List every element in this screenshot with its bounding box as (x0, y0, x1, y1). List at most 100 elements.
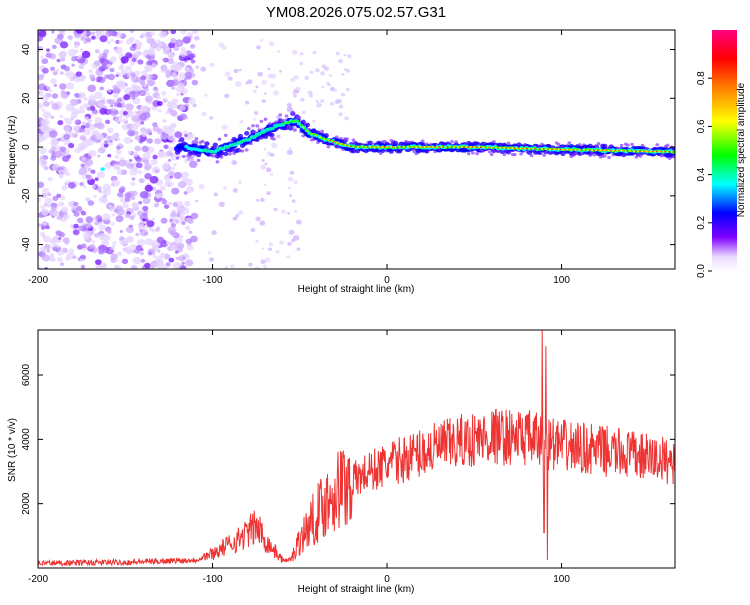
spectrogram-ytick-label: 20 (21, 92, 32, 104)
spectrogram-noise-cell (185, 225, 191, 231)
spectrogram-noise-cell (129, 244, 137, 251)
colorbar-tick-label: 0.2 (696, 215, 707, 229)
spectrogram-noise-cell (159, 262, 164, 266)
spectrogram-ridge-peak (503, 147, 506, 149)
spectrogram-noise-cell (99, 101, 105, 107)
spectrogram-noise-cell (150, 242, 156, 247)
spectrogram-noise-cell (130, 124, 139, 131)
spectrogram-ridge-cell (311, 128, 317, 133)
spectrogram-noise-cell (184, 200, 191, 207)
spectrogram-noise-cell (146, 138, 153, 144)
spectrogram-noise-cell (38, 135, 44, 143)
spectrogram-noise-cell (119, 236, 125, 241)
spectrogram-ridge-core (224, 146, 228, 149)
spectrogram-noise-cell (86, 106, 92, 111)
spectrogram-noise-cell (67, 181, 76, 189)
spectrogram-noise-cell (65, 256, 70, 261)
spectrogram-noise-cell (237, 210, 244, 216)
spectrogram-noise-cell (154, 203, 160, 208)
spectrogram-ridge-core (252, 135, 256, 138)
spectrogram-ridge-peak (475, 146, 478, 148)
spectrogram-noise-cell (93, 216, 97, 220)
spectrogram-noise-cell (98, 249, 105, 255)
spectrogram-noise-cell (150, 158, 158, 166)
spectrogram-ridge-peak (634, 150, 637, 152)
spectrogram-noise-cell (198, 183, 205, 190)
spectrogram-noise-cell (49, 100, 55, 105)
spectrogram-noise-cell (343, 53, 347, 57)
spectrogram-noise-cell (260, 259, 266, 264)
spectrogram-noise-cell (224, 265, 229, 269)
spectrogram-noise-cell (185, 238, 193, 245)
spectrogram-noise-cell (187, 218, 194, 225)
spectrogram-noise-cell (188, 230, 193, 235)
spectrogram-ridge-peak (444, 146, 447, 148)
spectrogram-noise-cell (106, 98, 112, 104)
spectrogram-ridge-core (324, 138, 328, 141)
spectrogram-noise-cell (98, 224, 106, 231)
spectrogram-ridge-peak (360, 146, 363, 148)
spectrogram-noise-cell (166, 150, 173, 156)
spectrogram-noise-cell (340, 92, 346, 97)
spectrogram-ridge-peak (377, 146, 380, 148)
spectrogram-noise-cell (112, 241, 117, 245)
spectrogram-noise-cell (177, 181, 187, 189)
spectrogram-noise-cell (170, 166, 176, 171)
spectrogram-noise-cell (57, 137, 61, 142)
spectrogram-ridge-peak (540, 148, 544, 150)
spectrogram-noise-cell (167, 107, 173, 113)
spectrogram-noise-cell (195, 199, 199, 203)
spectrogram-ridge-core (312, 132, 316, 136)
spectrogram-noise-cell (167, 58, 175, 65)
spectrogram-noise-cell (213, 192, 219, 197)
chart-title: YM08.2026.075.02.57.G31 (266, 4, 446, 21)
spectrogram-noise-cell (164, 69, 172, 75)
spectrogram-noise-cell (42, 249, 47, 253)
spectrogram-noise-cell (148, 47, 155, 53)
spectrogram-ridge-peak (664, 150, 666, 153)
spectrogram-noise-cell (195, 65, 199, 69)
spectrogram-noise-cell (107, 153, 112, 158)
spectrogram-noise-cell (139, 79, 146, 85)
spectrogram-noise-cell (190, 44, 196, 49)
spectrogram-noise-cell (168, 42, 176, 49)
spectrogram-noise-cell (87, 168, 92, 172)
spectrogram-ridge-peak (479, 146, 482, 148)
snr-xtick-label: 0 (384, 574, 390, 585)
spectrogram-noise-cell (88, 149, 97, 158)
spectrogram-noise-cell (65, 82, 75, 90)
spectrogram-noise-cell (118, 40, 124, 44)
spectrogram-noise-cell (46, 86, 51, 90)
spectrogram-noise-cell (338, 104, 344, 109)
spectrogram-ridge-cell (237, 133, 244, 139)
spectrogram-noise-cell (51, 44, 57, 49)
spectrogram-noise-cell (96, 171, 106, 179)
spectrogram-noise-cell (267, 73, 273, 79)
spectrogram-noise-cell (178, 255, 186, 262)
spectrogram-noise-cell (51, 103, 60, 110)
spectrogram-noise-cell (231, 160, 238, 166)
spectrogram-noise-cell (38, 158, 47, 167)
spectrogram-noise-cell (65, 103, 75, 112)
spectrogram-noise-cell (87, 119, 92, 124)
spectrogram-noise-cell (96, 76, 103, 82)
spectrogram-noise-cell (81, 50, 91, 59)
spectrogram-noise-cell (96, 149, 101, 153)
spectrogram-ridge-core (230, 144, 234, 147)
spectrogram-noise-cell (157, 109, 162, 113)
spectrogram-noise-cell (63, 134, 71, 141)
spectrogram-noise-cell (161, 91, 167, 96)
spectrogram-ridge-cell (263, 117, 268, 121)
spectrogram-noise-cell (141, 145, 149, 153)
spectrogram-ridge-peak (412, 146, 415, 148)
spectrogram-noise-cell (323, 66, 330, 71)
spectrogram-noise-cell (118, 159, 127, 167)
spectrogram-ridge-cell (392, 140, 399, 146)
spectrogram-noise-cell (51, 93, 59, 99)
spectrogram-noise-cell (256, 45, 261, 50)
spectrogram-noise-cell (137, 59, 144, 65)
spectrogram-ridge-cell (603, 154, 607, 158)
spectrogram-ridge-peak (356, 146, 359, 148)
spectrogram-ridge-cell (345, 137, 350, 141)
spectrogram-noise-cell (46, 203, 51, 208)
